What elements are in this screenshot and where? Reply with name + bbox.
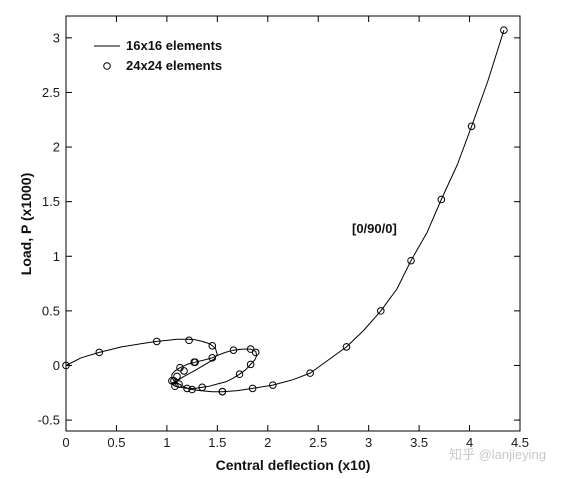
series-marker-24x24 bbox=[198, 383, 206, 392]
x-tick-label: 3 bbox=[365, 435, 372, 450]
series-marker-24x24 bbox=[188, 385, 196, 394]
series-marker-24x24 bbox=[208, 354, 217, 362]
plot-area-frame bbox=[65, 15, 521, 432]
series-marker-24x24 bbox=[62, 361, 70, 370]
x-tick-label: 3.5 bbox=[410, 435, 428, 450]
annotation-layup: [0/90/0] bbox=[352, 221, 397, 236]
y-tick-label: 2 bbox=[53, 140, 60, 155]
series-marker-24x24 bbox=[171, 382, 179, 391]
series-marker-24x24 bbox=[407, 256, 415, 265]
x-axis-title: Central deflection (x10) bbox=[216, 457, 371, 473]
series-line-16x16 bbox=[65, 30, 505, 393]
series-marker-24x24 bbox=[467, 122, 476, 131]
series-marker-24x24 bbox=[229, 346, 238, 354]
series-marker-24x24 bbox=[235, 370, 244, 379]
y-tick-label: 2.5 bbox=[42, 85, 60, 100]
x-tick-label: 0 bbox=[62, 435, 69, 450]
y-axis-title: Load, P (x1000) bbox=[18, 173, 34, 275]
y-tick-label: 1.5 bbox=[42, 194, 60, 209]
series-marker-24x24 bbox=[218, 387, 227, 396]
y-tick-label: -0.5 bbox=[38, 413, 60, 428]
series-marker-24x24 bbox=[153, 337, 161, 346]
legend-label-series-1: 16x16 elements bbox=[126, 38, 222, 53]
x-tick-label: 0.5 bbox=[107, 435, 125, 450]
legend-label-series-2: 24x24 elements bbox=[126, 58, 222, 73]
series-marker-24x24 bbox=[437, 195, 446, 204]
x-tick-label: 1.5 bbox=[208, 435, 226, 450]
series-marker-24x24 bbox=[246, 345, 255, 353]
legend: 16x16 elements 24x24 elements bbox=[94, 38, 222, 73]
legend-marker-swatch bbox=[103, 62, 111, 70]
series-marker-24x24 bbox=[342, 343, 351, 351]
series-marker-24x24 bbox=[269, 381, 277, 389]
y-tick-label: 3 bbox=[53, 30, 60, 45]
y-tick-label: 0.5 bbox=[42, 303, 60, 318]
x-tick-label: 4 bbox=[466, 435, 473, 450]
watermark: 知乎 @lanjieying bbox=[449, 447, 546, 462]
series-marker-24x24 bbox=[95, 348, 104, 357]
series-marker-24x24 bbox=[246, 360, 255, 369]
series-marker-24x24 bbox=[248, 384, 257, 393]
series-marker-24x24 bbox=[183, 384, 191, 393]
x-tick-label: 2.5 bbox=[309, 435, 327, 450]
series-marker-24x24 bbox=[185, 336, 193, 345]
x-tick-label: 1 bbox=[163, 435, 170, 450]
y-tick-label: 1 bbox=[53, 249, 60, 264]
x-tick-label: 4.5 bbox=[511, 435, 529, 450]
series-marker-24x24 bbox=[376, 307, 385, 315]
series-marker-24x24 bbox=[500, 26, 508, 34]
y-tick-label: 0 bbox=[53, 358, 60, 373]
series-marker-24x24 bbox=[176, 363, 184, 372]
series-marker-24x24 bbox=[306, 369, 314, 377]
x-tick-label: 2 bbox=[264, 435, 271, 450]
series-marker-24x24 bbox=[208, 342, 217, 350]
series-marker-24x24 bbox=[191, 358, 199, 366]
series-marker-24x24 bbox=[175, 380, 183, 388]
